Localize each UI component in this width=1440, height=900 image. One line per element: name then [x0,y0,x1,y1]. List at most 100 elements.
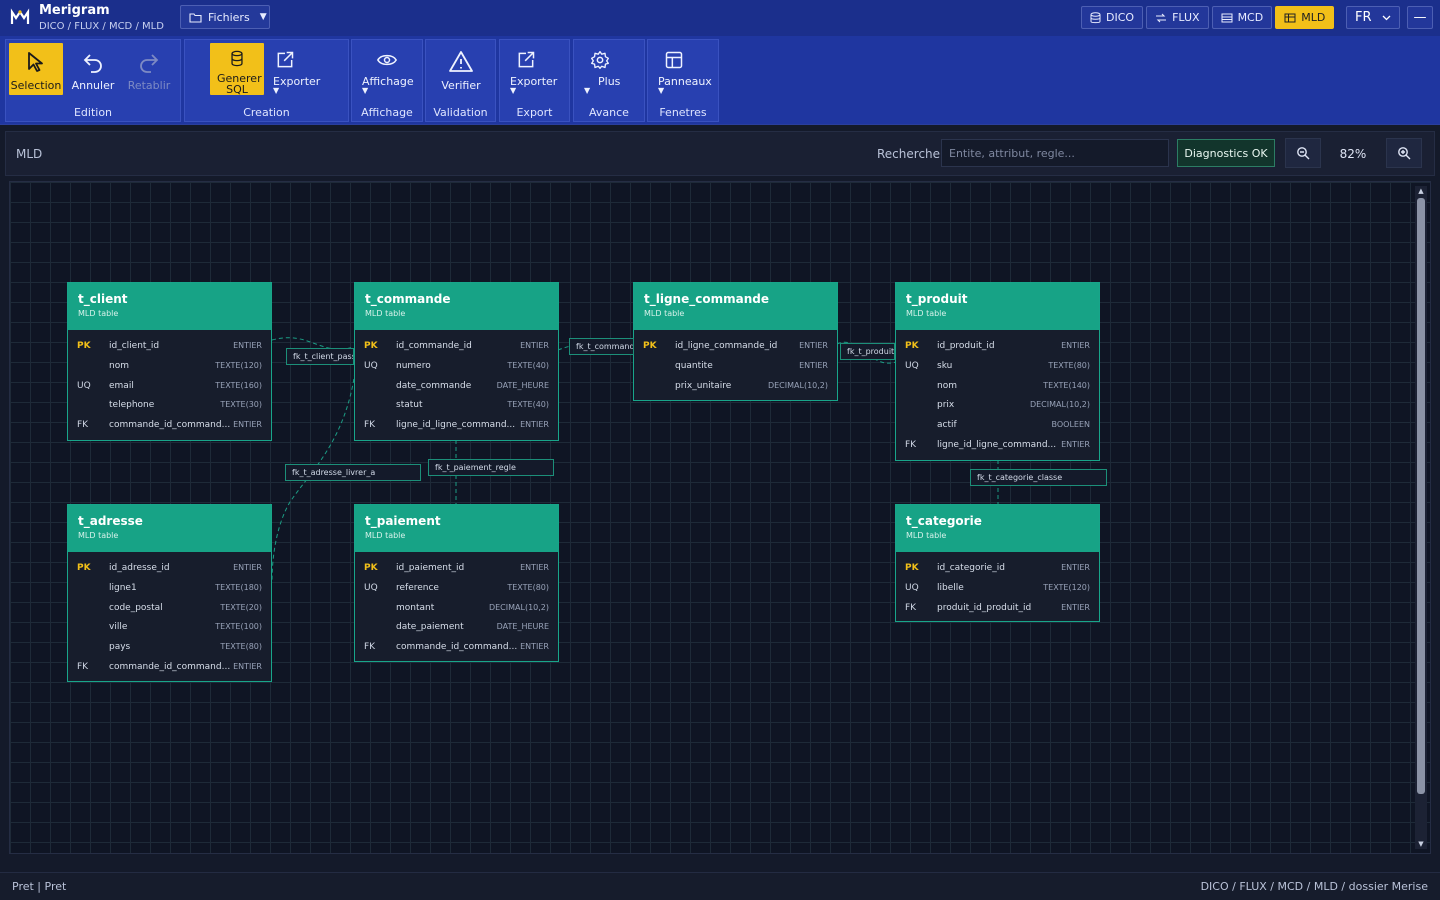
search-input[interactable] [941,139,1169,167]
entity-header[interactable]: t_produit MLD table [896,283,1099,330]
fk-label[interactable]: fk_t_adresse_livrer_a [285,464,421,481]
attribute-row[interactable]: quantite ENTIER [634,356,837,376]
key-badge: PK [905,563,919,573]
creation-export-button[interactable]: Exporter ▼ [273,43,323,95]
vertical-scrollbar[interactable]: ▲ ▼ [1415,186,1427,849]
attribute-row[interactable]: UQ email TEXTE(160) [68,376,271,396]
language-select[interactable]: FR [1346,6,1400,29]
attribute-row[interactable]: FK commande_id_command... ENTIER [355,637,558,657]
diagnostics-status-badge[interactable]: Diagnostics OK [1177,139,1275,167]
mode-button-flux[interactable]: FLUX [1146,6,1209,29]
zoom-level: 82% [1339,147,1367,161]
status-breadcrumb: DICO / FLUX / MCD / MLD / dossier Merise [1200,880,1428,893]
link-commande-adresse [271,371,356,583]
attribute-row[interactable]: UQ reference TEXTE(80) [355,578,558,598]
attribute-row[interactable]: FK commande_id_command... ENTIER [68,657,271,677]
entity-header[interactable]: t_adresse MLD table [68,505,271,552]
entity-header[interactable]: t_commande MLD table [355,283,558,330]
attribute-row[interactable]: PK id_client_id ENTIER [68,336,271,356]
attribute-name: commande_id_command... [396,642,518,653]
mode-button-mcd[interactable]: MCD [1211,6,1273,29]
attribute-row[interactable]: date_paiement DATE_HEURE [355,617,558,637]
scroll-up-icon[interactable]: ▲ [1418,187,1424,195]
zoom-in-button[interactable] [1386,138,1422,168]
scroll-down-icon[interactable]: ▼ [1418,840,1424,848]
attribute-row[interactable]: telephone TEXTE(30) [68,395,271,415]
attribute-row[interactable]: pays TEXTE(80) [68,637,271,657]
attribute-name: telephone [109,400,155,411]
key-badge: PK [643,341,657,351]
attribute-row[interactable]: PK id_produit_id ENTIER [896,336,1099,356]
entity-t-produit[interactable]: t_produit MLD table PK id_produit_id ENTIE… [895,282,1100,461]
entity-t-paiement[interactable]: t_paiement MLD table PK id_paiement_id ENT… [354,504,559,662]
ribbon-group-label: Export [516,106,553,119]
display-menu-button[interactable]: Affichage ▼ [362,43,414,95]
entity-t-client[interactable]: t_client MLD table PK id_client_id ENTIER … [67,282,272,441]
attribute-row[interactable]: UQ libelle TEXTE(120) [896,578,1099,598]
minimize-button[interactable]: — [1407,6,1433,29]
verify-button[interactable]: Verifier [436,43,486,95]
attribute-row[interactable]: FK ligne_id_ligne_command... ENTIER [355,415,558,435]
attribute-row[interactable]: UQ sku TEXTE(80) [896,356,1099,376]
entity-header[interactable]: t_client MLD table [68,283,271,330]
mode-label-mcd: MCD [1237,11,1264,24]
attribute-row[interactable]: UQ numero TEXTE(40) [355,356,558,376]
mode-button-dico[interactable]: DICO [1081,6,1144,29]
status-text: Pret | Pret [12,880,67,893]
zoom-out-button[interactable] [1285,138,1321,168]
title-bar: Merigram DICO / FLUX / MCD / MLD Fichier… [0,0,1440,36]
fk-label[interactable]: fk_t_command [569,338,634,355]
attribute-row[interactable]: PK id_categorie_id ENTIER [896,558,1099,578]
entity-header[interactable]: t_ligne_commande MLD table [634,283,837,330]
attribute-row[interactable]: montant DECIMAL(10,2) [355,598,558,618]
files-menu-button[interactable]: Fichiers ▼ [180,5,270,29]
attribute-row[interactable]: prix_unitaire DECIMAL(10,2) [634,376,837,396]
attribute-name: libelle [937,582,964,593]
attribute-row[interactable]: ville TEXTE(100) [68,617,271,637]
entity-t-commande[interactable]: t_commande MLD table PK id_commande_id ENT… [354,282,559,441]
panels-menu-button[interactable]: Panneaux ▼ [658,43,714,95]
attribute-type: ENTIER [1061,602,1090,612]
attribute-row[interactable]: nom TEXTE(140) [896,376,1099,396]
undo-button[interactable]: Annuler [68,43,118,95]
entity-header[interactable]: t_categorie MLD table [896,505,1099,552]
entity-t-ligne-commande[interactable]: t_ligne_commande MLD table PK id_ligne_co… [633,282,838,401]
scrollbar-thumb[interactable] [1417,198,1425,794]
attribute-type: DATE_HEURE [496,380,549,390]
attribute-type: TEXTE(100) [215,622,262,632]
mode-button-mld[interactable]: MLD [1275,6,1335,29]
attribute-row[interactable]: PK id_ligne_commande_id ENTIER [634,336,837,356]
attribute-row[interactable]: PK id_commande_id ENTIER [355,336,558,356]
entity-name: t_adresse [78,514,143,528]
attribute-row[interactable]: FK ligne_id_ligne_command... ENTIER [896,435,1099,455]
more-menu-button[interactable]: Plus ▼ [584,43,636,95]
attribute-row[interactable]: FK commande_id_command... ENTIER [68,415,271,435]
generate-sql-button[interactable]: Generer SQL [210,43,264,95]
redo-button[interactable]: Retablir [124,43,174,95]
fk-label[interactable]: fk_t_categorie_classe [970,469,1107,486]
selection-tool-button[interactable]: Selection [9,43,63,95]
export-menu-button[interactable]: Exporter ▼ [510,43,562,95]
attribute-row[interactable]: statut TEXTE(40) [355,395,558,415]
diagram-canvas[interactable]: t_client MLD table PK id_client_id ENTIER … [9,181,1431,854]
fk-label[interactable]: fk_t_produit [840,343,895,360]
attribute-row[interactable]: prix DECIMAL(10,2) [896,395,1099,415]
fk-label[interactable]: fk_t_paiement_regle [428,459,554,476]
attribute-type: ENTIER [233,661,262,671]
entity-header[interactable]: t_paiement MLD table [355,505,558,552]
attribute-row[interactable]: actif BOOLEEN [896,415,1099,435]
entity-subtitle: MLD table [365,531,406,540]
entity-t-adresse[interactable]: t_adresse MLD table PK id_adresse_id ENTIE… [67,504,272,682]
attribute-row[interactable]: PK id_paiement_id ENTIER [355,558,558,578]
attribute-row[interactable]: date_commande DATE_HEURE [355,376,558,396]
attribute-row[interactable]: FK produit_id_produit_id ENTIER [896,598,1099,618]
attribute-row[interactable]: PK id_adresse_id ENTIER [68,558,271,578]
caret-down-icon: ▼ [273,86,280,95]
entity-t-categorie[interactable]: t_categorie MLD table PK id_categorie_id E… [895,504,1100,622]
attribute-row[interactable]: ligne1 TEXTE(180) [68,578,271,598]
attribute-row[interactable]: code_postal TEXTE(20) [68,598,271,618]
attribute-type: DECIMAL(10,2) [1029,400,1090,410]
attribute-name: montant [396,602,435,613]
attribute-row[interactable]: nom TEXTE(120) [68,356,271,376]
fk-label[interactable]: fk_t_client_pass [286,348,354,365]
